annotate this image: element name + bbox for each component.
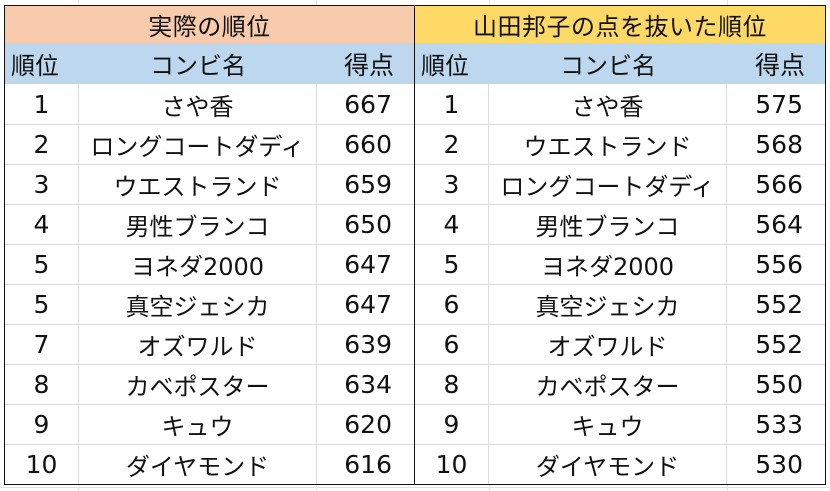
score-cell[interactable]: 530 [755,450,803,479]
ranking-comparison-sheet: 実際の順位 順位 コンビ名 得点 1 さや香 667 2 ロングコートダディ 6… [4,5,826,485]
header-score[interactable]: 得点 [343,50,394,80]
combi-name-cell[interactable]: カベポスター [489,365,727,404]
table-row: 5 真空ジェシカ 647 [5,284,414,324]
score-cell[interactable]: 568 [755,130,803,159]
table-title[interactable]: 山田邦子の点を抜いた順位 [415,6,825,44]
table-row: 3 ウエストランド 659 [5,164,414,204]
table-row: 1 さや香 667 [5,84,414,124]
header-score[interactable]: 得点 [754,50,805,80]
rank-cell[interactable]: 3 [5,165,79,204]
score-cell[interactable]: 552 [755,330,803,359]
table-row: 7 オズワルド 639 [5,324,414,364]
combi-name-cell[interactable]: キュウ [79,405,317,444]
combi-name-cell[interactable]: ロングコートダディ [489,165,727,204]
score-cell[interactable]: 550 [755,370,803,399]
rank-cell[interactable]: 4 [415,205,489,244]
rank-cell[interactable]: 10 [5,445,79,484]
combi-name-cell[interactable]: 男性ブランコ [489,205,727,244]
table-row: 9 キュウ 620 [5,404,414,444]
combi-name-cell[interactable]: さや香 [489,84,727,124]
table-row: 8 カベポスター 634 [5,364,414,404]
combi-name-cell[interactable]: ダイヤモンド [489,445,727,484]
score-cell[interactable]: 650 [344,210,392,239]
table-row: 4 男性ブランコ 650 [5,204,414,244]
table-row: 6 オズワルド 552 [415,324,825,364]
header-rank[interactable]: 順位 [11,52,59,81]
table-title[interactable]: 実際の順位 [5,6,414,44]
table-row: 10 ダイヤモンド 530 [415,444,825,484]
rank-cell[interactable]: 8 [415,365,489,404]
rank-cell[interactable]: 6 [415,285,489,324]
rank-cell[interactable]: 5 [415,245,489,284]
table-row: 2 ウエストランド 568 [415,124,825,164]
table-row: 9 キュウ 533 [415,404,825,444]
combi-name-cell[interactable]: ロングコートダディ [79,125,317,164]
table-row: 4 男性ブランコ 564 [415,204,825,244]
combi-name-cell[interactable]: オズワルド [79,325,317,364]
score-cell[interactable]: 667 [344,89,392,119]
score-cell[interactable]: 564 [755,210,803,239]
rank-cell[interactable]: 4 [5,205,79,244]
combi-name-cell[interactable]: ヨネダ2000 [79,245,317,284]
column-header-row: 順位 コンビ名 得点 [5,43,414,84]
score-cell[interactable]: 616 [344,450,392,479]
actual-ranking-table: 実際の順位 順位 コンビ名 得点 1 さや香 667 2 ロングコートダディ 6… [5,6,415,484]
score-cell[interactable]: 575 [755,89,803,119]
grid-line [0,487,830,488]
score-cell[interactable]: 639 [344,330,392,359]
table-row: 6 真空ジェシカ 552 [415,284,825,324]
header-combi-name[interactable]: コンビ名 [560,52,656,81]
score-cell[interactable]: 647 [344,290,392,319]
rank-cell[interactable]: 10 [415,445,489,484]
score-cell[interactable]: 552 [755,290,803,319]
score-cell[interactable]: 533 [755,410,803,439]
score-cell[interactable]: 556 [755,250,803,279]
column-header-row: 順位 コンビ名 得点 [415,43,825,84]
table-row: 5 ヨネダ2000 556 [415,244,825,284]
combi-name-cell[interactable]: ウエストランド [79,165,317,204]
header-rank[interactable]: 順位 [421,52,469,81]
rank-cell[interactable]: 2 [415,125,489,164]
combi-name-cell[interactable]: ヨネダ2000 [489,245,727,284]
rank-cell[interactable]: 9 [5,405,79,444]
score-cell[interactable]: 647 [344,250,392,279]
rank-cell[interactable]: 6 [415,325,489,364]
ranking-without-yamada-table: 山田邦子の点を抜いた順位 順位 コンビ名 得点 1 さや香 575 2 ウエスト… [415,6,825,484]
rank-cell[interactable]: 8 [5,365,79,404]
rank-cell[interactable]: 7 [5,325,79,364]
combi-name-cell[interactable]: キュウ [489,405,727,444]
score-cell[interactable]: 566 [755,170,803,199]
score-cell[interactable]: 660 [344,130,392,159]
score-cell[interactable]: 634 [344,370,392,399]
combi-name-cell[interactable]: 真空ジェシカ [79,285,317,324]
table-row: 8 カベポスター 550 [415,364,825,404]
combi-name-cell[interactable]: さや香 [79,84,317,124]
combi-name-cell[interactable]: 男性ブランコ [79,205,317,244]
table-body: 1 さや香 575 2 ウエストランド 568 3 ロングコートダディ 566 … [415,84,825,484]
score-cell[interactable]: 659 [344,170,392,199]
combi-name-cell[interactable]: ウエストランド [489,125,727,164]
rank-cell[interactable]: 1 [5,84,79,124]
combi-name-cell[interactable]: 真空ジェシカ [489,285,727,324]
combi-name-cell[interactable]: カベポスター [79,365,317,404]
score-cell[interactable]: 620 [344,410,392,439]
table-row: 10 ダイヤモンド 616 [5,444,414,484]
header-combi-name[interactable]: コンビ名 [150,52,246,81]
table-row: 5 ヨネダ2000 647 [5,244,414,284]
rank-cell[interactable]: 3 [415,165,489,204]
table-row: 1 さや香 575 [415,84,825,124]
combi-name-cell[interactable]: オズワルド [489,325,727,364]
rank-cell[interactable]: 2 [5,125,79,164]
combi-name-cell[interactable]: ダイヤモンド [79,445,317,484]
table-body: 1 さや香 667 2 ロングコートダディ 660 3 ウエストランド 659 … [5,84,414,484]
rank-cell[interactable]: 5 [5,245,79,284]
rank-cell[interactable]: 5 [5,285,79,324]
rank-cell[interactable]: 1 [415,84,489,124]
rank-cell[interactable]: 9 [415,405,489,444]
table-row: 3 ロングコートダディ 566 [415,164,825,204]
table-row: 2 ロングコートダディ 660 [5,124,414,164]
